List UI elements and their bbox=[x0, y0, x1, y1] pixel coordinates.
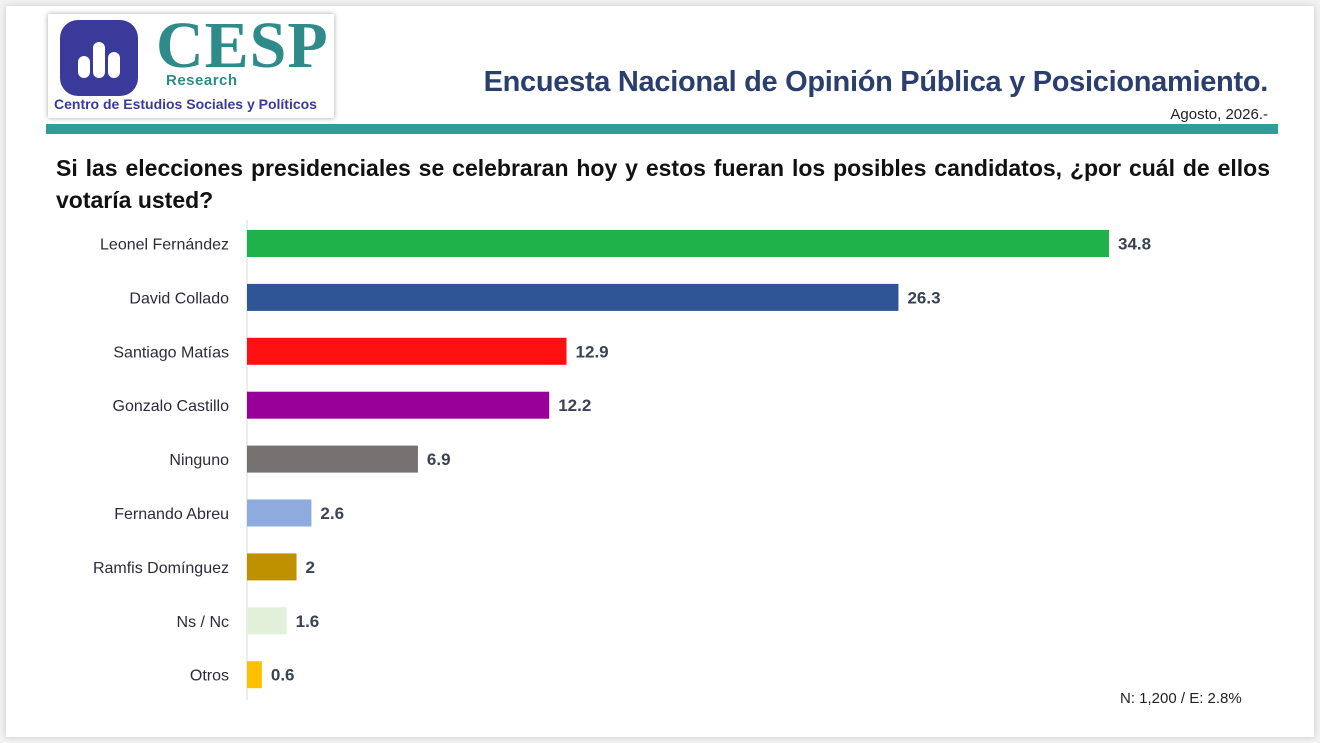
survey-question: Si las elecciones presidenciales se cele… bbox=[56, 155, 1270, 213]
category-label: David Collado bbox=[129, 290, 229, 307]
value-label: 0.6 bbox=[271, 666, 295, 685]
cesp-logo: CESP Research Centro de Estudios Sociale… bbox=[48, 9, 334, 118]
sample-size-note: N: 1,200 / E: 2.8% bbox=[1120, 690, 1242, 707]
header-divider bbox=[46, 124, 1278, 134]
value-label: 34.8 bbox=[1118, 235, 1151, 254]
bar-8 bbox=[247, 661, 262, 689]
value-label: 26.3 bbox=[907, 288, 940, 307]
value-label: 6.9 bbox=[427, 450, 451, 469]
category-label: Leonel Fernández bbox=[100, 237, 229, 254]
bar-7 bbox=[247, 607, 287, 635]
survey-date: Agosto, 2026.- bbox=[1170, 106, 1268, 123]
value-label: 12.9 bbox=[576, 342, 609, 361]
logo-brand: CESP bbox=[156, 9, 329, 82]
bar-5 bbox=[247, 499, 312, 527]
bar-1 bbox=[247, 283, 899, 311]
logo-tagline: Research bbox=[166, 72, 238, 89]
bar-0 bbox=[247, 230, 1109, 257]
category-label: Otros bbox=[190, 668, 229, 685]
value-label: 2 bbox=[306, 558, 315, 577]
category-label: Ninguno bbox=[169, 452, 229, 469]
value-label: 12.2 bbox=[558, 396, 591, 415]
category-label: Gonzalo Castillo bbox=[113, 398, 230, 415]
bar-6 bbox=[247, 553, 297, 581]
category-label: Santiago Matías bbox=[113, 344, 229, 361]
bar-4 bbox=[247, 445, 418, 473]
logo-subtitle: Centro de Estudios Sociales y Políticos bbox=[54, 96, 317, 112]
bar-3 bbox=[247, 391, 550, 419]
category-label: Ramfis Domínguez bbox=[93, 560, 229, 577]
category-label: Ns / Nc bbox=[177, 614, 229, 631]
value-label: 2.6 bbox=[320, 504, 344, 523]
category-label: Fernando Abreu bbox=[114, 506, 229, 523]
bar-chart-logo-icon bbox=[60, 20, 138, 96]
value-label: 1.6 bbox=[296, 612, 320, 631]
bar-2 bbox=[247, 337, 567, 365]
survey-title: Encuesta Nacional de Opinión Pública y P… bbox=[483, 66, 1269, 98]
